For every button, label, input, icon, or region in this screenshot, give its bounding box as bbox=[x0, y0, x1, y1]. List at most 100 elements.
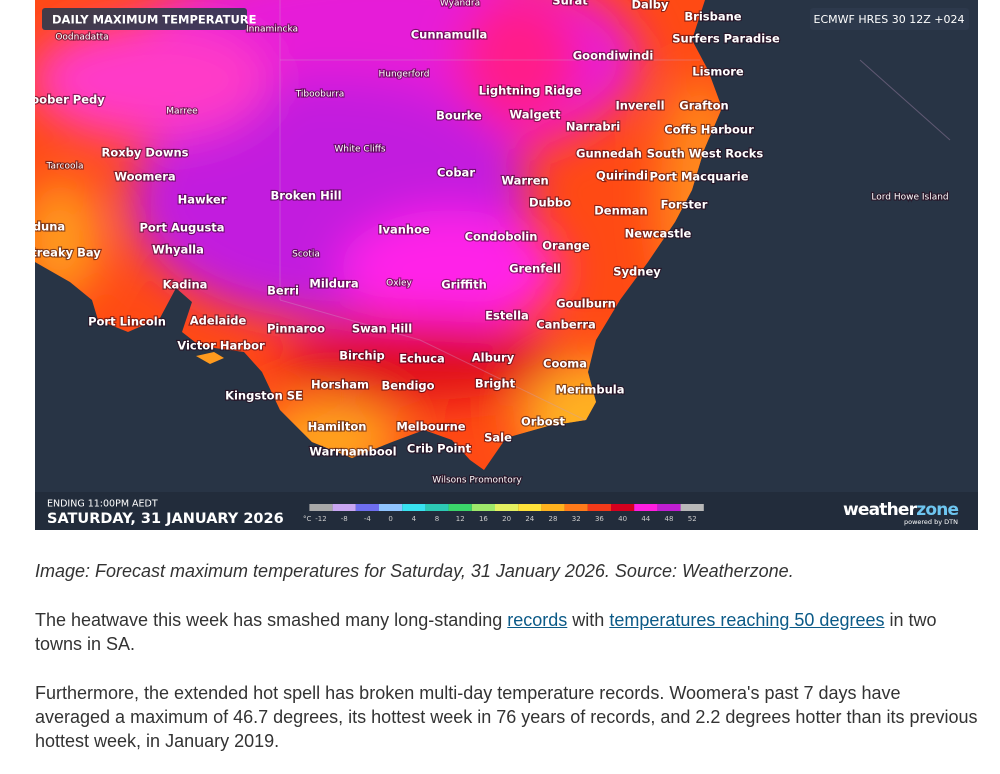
place-label: Condobolin bbox=[465, 230, 538, 244]
legend-tick-label: 12 bbox=[456, 515, 465, 523]
place-label: Crib Point bbox=[407, 442, 472, 456]
logo: weatherzone bbox=[843, 500, 959, 520]
place-label: Lightning Ridge bbox=[479, 84, 582, 98]
date-label: SATURDAY, 31 JANUARY 2026 bbox=[47, 511, 284, 527]
place-label: Broken Hill bbox=[270, 189, 341, 203]
link[interactable]: temperatures reaching 50 degrees bbox=[609, 610, 885, 630]
place-label: Albury bbox=[472, 351, 515, 365]
place-label: Walgett bbox=[509, 108, 561, 122]
place-label: Tibooburra bbox=[295, 90, 345, 100]
place-label: Woomera bbox=[114, 170, 175, 184]
text-run: in two towns in SA. bbox=[35, 610, 937, 654]
place-label: Narrabri bbox=[566, 120, 620, 134]
place-label: Newcastle bbox=[625, 227, 692, 241]
place-label: Whyalla bbox=[152, 243, 204, 257]
place-label: Swan Hill bbox=[352, 322, 412, 336]
place-label: Hungerford bbox=[378, 70, 429, 80]
place-label: Bendigo bbox=[381, 379, 434, 393]
place-label: Mildura bbox=[309, 277, 358, 291]
place-label: Quirindi bbox=[596, 169, 648, 183]
place-label: Forster bbox=[661, 198, 708, 212]
place-label: Berri bbox=[267, 284, 299, 298]
place-label: South West Rocks bbox=[647, 147, 764, 161]
place-label: Tarcoola bbox=[45, 162, 83, 172]
legend-tick-label: -8 bbox=[341, 515, 348, 523]
legend-swatch bbox=[611, 504, 635, 511]
paragraph: The heatwave this week has smashed many … bbox=[35, 608, 980, 656]
legend-tick-label: 52 bbox=[688, 515, 697, 523]
place-label: Orbost bbox=[521, 415, 565, 429]
place-label: Estella bbox=[485, 309, 529, 323]
legend-tick-label: 8 bbox=[435, 515, 439, 523]
legend-swatch bbox=[587, 504, 611, 511]
legend-swatch bbox=[425, 504, 449, 511]
place-label: Bourke bbox=[436, 109, 482, 123]
place-label: Coffs Harbour bbox=[664, 123, 754, 137]
place-label: Kingston SE bbox=[225, 389, 303, 403]
place-label: Victor Harbor bbox=[177, 339, 265, 353]
place-label: Merimbula bbox=[556, 383, 625, 397]
legend-tick-label: 40 bbox=[618, 515, 627, 523]
place-label: Goulburn bbox=[556, 297, 616, 311]
legend-tick-label: 16 bbox=[479, 515, 488, 523]
model-box bbox=[810, 8, 969, 30]
place-label: oober Pedy bbox=[31, 93, 105, 107]
legend-swatch bbox=[634, 504, 658, 511]
place-label: Brisbane bbox=[684, 10, 741, 24]
place-label: Kadina bbox=[163, 278, 208, 292]
place-label: Canberra bbox=[536, 318, 596, 332]
place-label: Bright bbox=[475, 377, 516, 391]
place-label: Dubbo bbox=[529, 196, 571, 210]
legend-tick-label: 4 bbox=[412, 515, 417, 523]
legend-swatch bbox=[402, 504, 426, 511]
place-label: Ivanhoe bbox=[378, 223, 430, 237]
legend-swatch bbox=[657, 504, 681, 511]
legend-unit: °C bbox=[303, 515, 312, 523]
paragraph: Furthermore, the extended hot spell has … bbox=[35, 681, 980, 753]
place-label: Cunnamulla bbox=[411, 28, 488, 42]
place-label: Warren bbox=[501, 174, 548, 188]
legend-swatch bbox=[495, 504, 519, 511]
link[interactable]: records bbox=[507, 610, 568, 630]
logo-main: weather bbox=[843, 500, 918, 520]
place-label: Inverell bbox=[615, 99, 664, 113]
place-label: Lord Howe Island bbox=[871, 193, 948, 203]
place-label: Hamilton bbox=[308, 420, 367, 434]
place-label: Griffith bbox=[441, 278, 487, 292]
place-label: Adelaide bbox=[190, 314, 247, 328]
place-label: duna bbox=[33, 220, 65, 234]
place-label: Port Macquarie bbox=[649, 170, 748, 184]
legend-tick-label: -4 bbox=[364, 515, 372, 523]
place-label: Echuca bbox=[399, 352, 445, 366]
logo-accent: zone bbox=[916, 500, 958, 520]
map-image bbox=[35, 0, 978, 530]
legend-tick-label: 0 bbox=[388, 515, 392, 523]
title-box bbox=[42, 8, 247, 30]
place-label: Goondiwindi bbox=[573, 49, 654, 63]
place-label: Hawker bbox=[178, 193, 227, 207]
legend-tick-label: 44 bbox=[641, 515, 650, 523]
legend-swatch bbox=[471, 504, 495, 511]
model-label: ECMWF HRES 30 12Z +024 bbox=[814, 13, 965, 26]
place-label: Oxley bbox=[386, 279, 412, 289]
place-label: Port Lincoln bbox=[88, 315, 166, 329]
legend-swatch bbox=[448, 504, 472, 511]
place-label: Grafton bbox=[679, 99, 728, 113]
place-label: Port Augusta bbox=[139, 221, 224, 235]
ending-label: ENDING 11:00PM AEDT bbox=[47, 499, 158, 510]
place-label: Grenfell bbox=[509, 262, 561, 276]
place-label: Wilsons Promontory bbox=[432, 476, 522, 486]
legend-swatch bbox=[379, 504, 403, 511]
place-label: Warrnambool bbox=[309, 445, 396, 459]
legend-tick-label: 20 bbox=[502, 515, 511, 523]
place-label: Dalby bbox=[632, 0, 669, 12]
legend-tick-label: -12 bbox=[315, 515, 326, 523]
place-label: Wyandra bbox=[440, 0, 480, 9]
legend-tick-label: 24 bbox=[525, 515, 534, 523]
legend-swatch bbox=[541, 504, 565, 511]
place-label: Pinnaroo bbox=[267, 322, 325, 336]
place-label: Roxby Downs bbox=[101, 146, 188, 160]
place-label: Cooma bbox=[543, 357, 587, 371]
legend-tick-label: 36 bbox=[595, 515, 604, 523]
